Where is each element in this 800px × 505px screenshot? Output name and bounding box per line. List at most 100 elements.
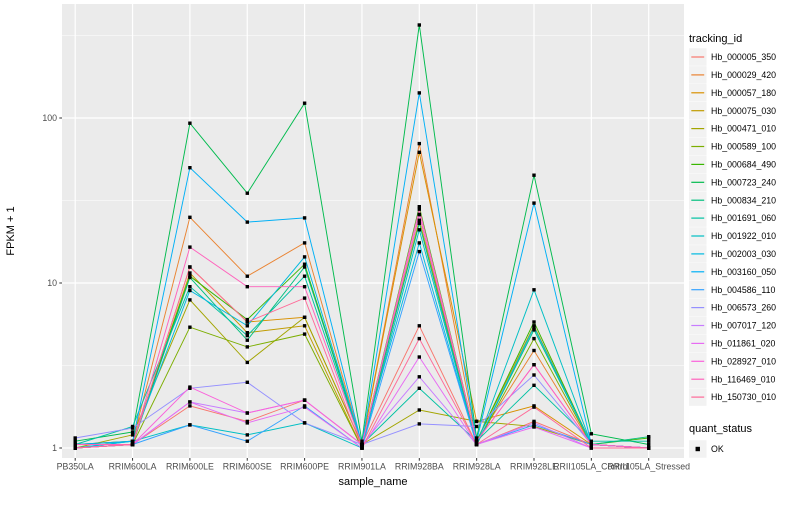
data-point: [188, 404, 192, 408]
quant-legend-title: quant_status: [689, 423, 752, 435]
data-point: [130, 426, 135, 430]
data-point: [188, 298, 192, 302]
legend-entry: Hb_003160_050: [689, 263, 776, 281]
legend-entry-label: Hb_000005_350: [711, 52, 776, 62]
x-tick-label: RRIM600SE: [223, 462, 272, 472]
data-point: [245, 411, 249, 415]
data-point: [188, 275, 192, 280]
data-point: [245, 360, 249, 365]
data-point: [188, 400, 192, 404]
data-point: [532, 288, 536, 292]
legend-entry-label: Hb_000589_100: [711, 142, 776, 152]
data-point: [245, 324, 249, 328]
legend-entry-label: Hb_000723_240: [711, 177, 776, 187]
data-point: [532, 320, 536, 324]
data-point: [417, 324, 421, 328]
data-point: [532, 423, 536, 427]
legend-entry: Hb_000589_100: [689, 137, 776, 156]
data-point: [245, 433, 249, 437]
data-point: [245, 345, 249, 349]
data-point: [130, 430, 135, 434]
legend-entry-label: Hb_000471_010: [711, 124, 776, 134]
data-point: [302, 332, 307, 336]
data-point: [302, 324, 307, 328]
legend-entry: Hb_007017_120: [689, 316, 776, 335]
y-tick-label: 1: [52, 443, 57, 453]
x-tick-label: PB350LA: [57, 462, 94, 472]
data-point: [188, 271, 192, 275]
y-tick-label: 100: [42, 113, 57, 123]
legend-entry: Hb_150730_010: [689, 388, 776, 406]
data-point: [532, 373, 536, 377]
data-point: [417, 91, 421, 95]
x-tick-label: RRII105LA_Control: [553, 462, 629, 472]
data-point: [302, 216, 307, 220]
data-point: [302, 241, 307, 245]
data-point: [589, 446, 593, 450]
data-point: [532, 363, 536, 367]
legend-entry: Hb_000471_010: [689, 119, 776, 138]
legend-entry-label: Hb_000029_420: [711, 70, 776, 80]
data-point: [474, 419, 479, 424]
x-tick-label: RRIM600LA: [109, 462, 157, 472]
data-point: [474, 424, 479, 429]
legend-tracking-id: tracking_id Hb_000005_350 Hb_000029_420 Hb_…: [689, 33, 776, 406]
data-points: [73, 23, 651, 450]
legend-entry: Hb_001922_010: [689, 227, 776, 245]
data-point: [417, 207, 421, 211]
legend-entry-label: Hb_001691_060: [711, 213, 776, 223]
data-point: [302, 405, 307, 409]
data-point: [417, 150, 421, 154]
x-tick-label: RRIM901LA: [338, 462, 386, 472]
legend-entry-label: Hb_000834_210: [711, 195, 776, 205]
data-point: [188, 285, 192, 289]
data-point: [474, 442, 479, 447]
data-point: [417, 408, 421, 412]
data-point: [417, 241, 421, 245]
data-point: [245, 285, 249, 289]
data-point: [360, 439, 364, 443]
legend-entry-label: Hb_011861_020: [711, 339, 776, 349]
data-point: [302, 421, 307, 425]
legend-entry: Hb_002003_030: [689, 245, 776, 263]
data-point: [302, 262, 307, 266]
data-point: [360, 446, 364, 450]
data-point: [188, 121, 192, 125]
data-point: [647, 439, 651, 443]
data-point: [130, 439, 135, 443]
data-point: [245, 333, 249, 338]
x-tick-label: RRIM928BA: [395, 462, 444, 472]
x-tick-label: RRIM928LA: [453, 462, 501, 472]
legend-entry: Hb_000075_030: [689, 101, 776, 120]
x-tick-label: RRIM928LE: [510, 462, 558, 472]
data-point: [474, 439, 479, 443]
legend-entry-label: Hb_116469_010: [711, 374, 776, 384]
data-point: [73, 439, 77, 443]
y-tick-label: 10: [47, 278, 57, 288]
legend-entry-label: Hb_028927_010: [711, 356, 776, 366]
data-point: [532, 201, 536, 205]
data-point: [188, 423, 192, 427]
data-point: [417, 422, 421, 426]
legend-entry: Hb_116469_010: [689, 370, 776, 388]
legend-entry: Hb_000057_180: [689, 84, 776, 102]
data-point: [532, 336, 536, 341]
data-point: [417, 386, 421, 390]
data-point: [302, 296, 307, 300]
data-point: [589, 432, 593, 436]
data-point: [188, 385, 192, 389]
data-point: [188, 166, 192, 170]
data-point: [647, 446, 651, 450]
data-point: [589, 442, 593, 447]
legend-entry-label: Hb_004586_110: [711, 285, 776, 295]
legend-entry: Hb_000723_240: [689, 173, 776, 192]
legend-entry-label: Hb_003160_050: [711, 267, 776, 277]
data-point: [302, 398, 307, 402]
data-point: [73, 436, 77, 440]
x-axis-title: sample_name: [338, 476, 407, 488]
data-point: [647, 435, 651, 439]
legend-entry: Hb_011861_020: [689, 334, 776, 353]
legend-entry-label: Hb_000075_030: [711, 106, 776, 116]
legend-entry: Hb_006573_260: [689, 298, 776, 317]
